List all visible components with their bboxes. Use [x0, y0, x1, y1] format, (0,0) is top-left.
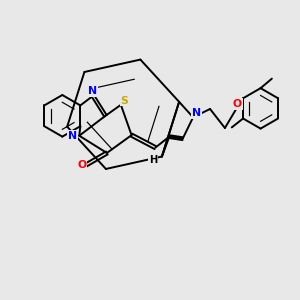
Text: N: N — [88, 86, 98, 96]
Text: S: S — [121, 96, 128, 106]
Text: N: N — [68, 131, 77, 141]
Text: H: H — [149, 154, 157, 164]
Text: O: O — [233, 99, 242, 109]
Text: N: N — [192, 108, 201, 118]
Text: O: O — [77, 160, 86, 170]
